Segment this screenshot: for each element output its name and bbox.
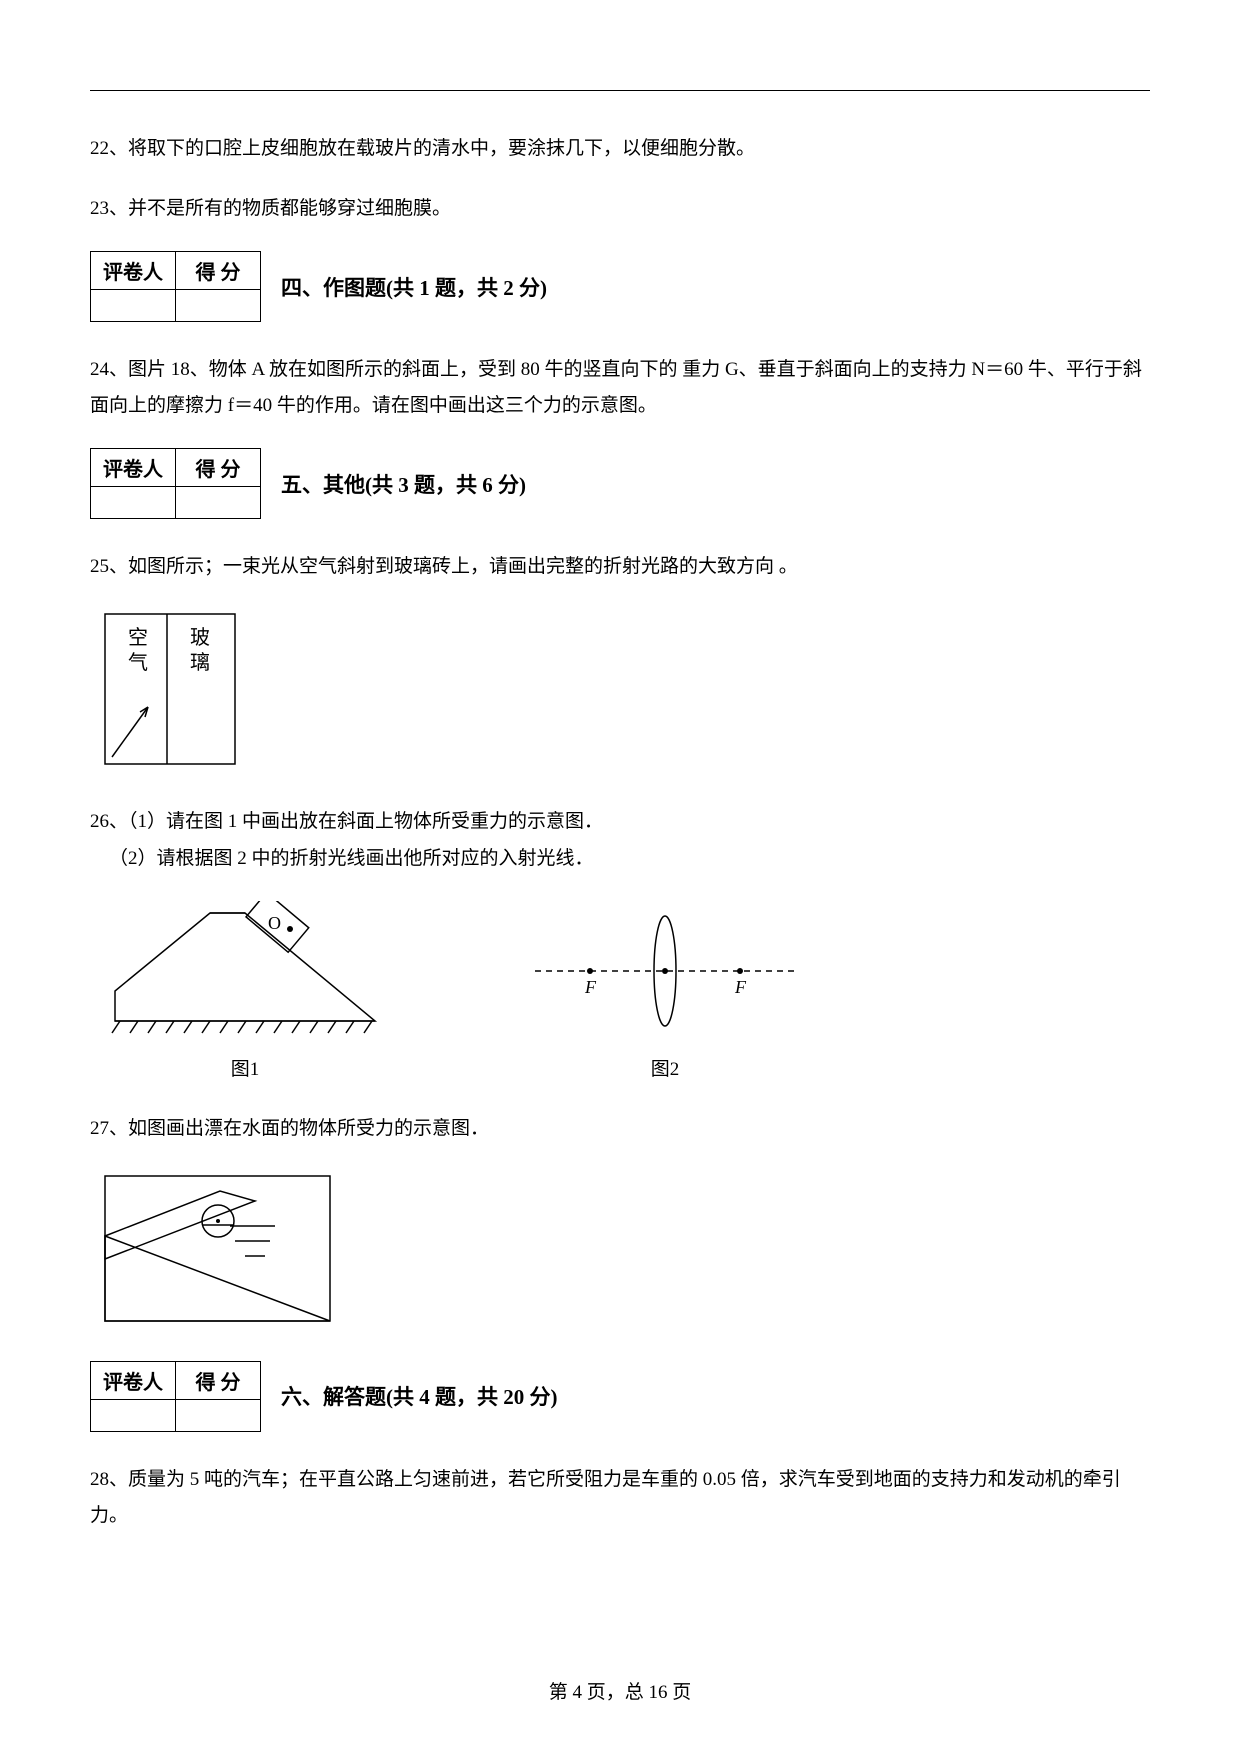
- score-table: 评卷人 得 分: [90, 1361, 261, 1432]
- figure-caption: 图1: [110, 1054, 380, 1081]
- score-value-cell[interactable]: [176, 487, 261, 519]
- air-label-1: 空: [128, 626, 148, 649]
- lens-svg: F F: [530, 911, 800, 1041]
- score-col-score: 得 分: [176, 252, 261, 290]
- figure-26-row: O: [110, 901, 1150, 1081]
- question-text: 将取下的口腔上皮细胞放在载玻片的清水中，要涂抹几下，以便细胞分散。: [128, 138, 755, 159]
- score-value-cell[interactable]: [176, 290, 261, 322]
- glass-label-1: 玻: [190, 626, 210, 649]
- section-title: 五、其他(共 3 题，共 6 分): [281, 469, 526, 499]
- question-text: 质量为 5 吨的汽车；在平直公路上匀速前进，若它所受阻力是车重的 0.05 倍，…: [90, 1469, 1121, 1526]
- footer-mid: 页，总: [582, 1682, 649, 1703]
- score-table: 评卷人 得 分: [90, 448, 261, 519]
- question-number: 24: [90, 359, 109, 380]
- incline-svg: O: [110, 901, 380, 1041]
- question-text: 并不是所有的物质都能够穿过细胞膜。: [128, 198, 451, 219]
- score-col-score: 得 分: [176, 1361, 261, 1399]
- figure-float: [100, 1171, 1150, 1331]
- section-6-header: 评卷人 得 分 六、解答题(共 4 题，共 20 分): [90, 1361, 1150, 1432]
- refraction-svg: 空 气 玻 璃: [100, 609, 240, 769]
- figure-caption: 图2: [530, 1054, 800, 1081]
- question-number: 27: [90, 1118, 109, 1139]
- question-number: 23: [90, 198, 109, 219]
- question-number: 22: [90, 138, 109, 159]
- figure-incline: O: [110, 901, 380, 1081]
- score-grader-cell[interactable]: [91, 487, 176, 519]
- footer-current: 4: [572, 1682, 582, 1703]
- question-23: 23、并不是所有的物质都能够穿过细胞膜。: [90, 191, 1150, 227]
- section-5-header: 评卷人 得 分 五、其他(共 3 题，共 6 分): [90, 448, 1150, 519]
- question-number: 26: [90, 811, 109, 832]
- dot-label: O: [268, 913, 281, 933]
- footer-suffix: 页: [668, 1682, 692, 1703]
- question-28: 28、质量为 5 吨的汽车；在平直公路上匀速前进，若它所受阻力是车重的 0.05…: [90, 1462, 1150, 1534]
- question-25: 25、如图所示；一束光从空气斜射到玻璃砖上，请画出完整的折射光路的大致方向 。: [90, 549, 1150, 585]
- score-col-grader: 评卷人: [91, 1361, 176, 1399]
- footer-total: 16: [649, 1682, 668, 1703]
- question-22: 22、将取下的口腔上皮细胞放在载玻片的清水中，要涂抹几下，以便细胞分散。: [90, 131, 1150, 167]
- score-col-score: 得 分: [176, 449, 261, 487]
- score-grader-cell[interactable]: [91, 1399, 176, 1431]
- question-number: 28: [90, 1469, 109, 1490]
- question-text: 如图所示；一束光从空气斜射到玻璃砖上，请画出完整的折射光路的大致方向 。: [128, 556, 798, 577]
- glass-label-2: 璃: [190, 651, 210, 674]
- figure-refraction: 空 气 玻 璃: [100, 609, 1150, 774]
- score-grader-cell[interactable]: [91, 290, 176, 322]
- score-value-cell[interactable]: [176, 1399, 261, 1431]
- float-svg: [100, 1171, 335, 1326]
- footer-prefix: 第: [549, 1682, 573, 1703]
- question-text: 图片 18、物体 A 放在如图所示的斜面上，受到 80 牛的竖直向下的 重力 G…: [90, 359, 1142, 416]
- question-text: 如图画出漂在水面的物体所受力的示意图．: [128, 1118, 489, 1139]
- question-27: 27、如图画出漂在水面的物体所受力的示意图．: [90, 1111, 1150, 1147]
- score-col-grader: 评卷人: [91, 252, 176, 290]
- air-label-2: 气: [128, 651, 148, 674]
- f-right-label: F: [734, 977, 747, 997]
- section-4-header: 评卷人 得 分 四、作图题(共 1 题，共 2 分): [90, 251, 1150, 322]
- question-24: 24、图片 18、物体 A 放在如图所示的斜面上，受到 80 牛的竖直向下的 重…: [90, 352, 1150, 424]
- question-number: 25: [90, 556, 109, 577]
- score-col-grader: 评卷人: [91, 449, 176, 487]
- f-left-label: F: [584, 977, 597, 997]
- score-table: 评卷人 得 分: [90, 251, 261, 322]
- page-footer: 第 4 页，总 16 页: [0, 1677, 1240, 1704]
- figure-lens: F F 图2: [530, 911, 800, 1081]
- question-26: 26、（1）请在图 1 中画出放在斜面上物体所受重力的示意图． （2）请根据图 …: [90, 804, 1150, 876]
- question-text-part1: （1）请在图 1 中画出放在斜面上物体所受重力的示意图．: [128, 811, 603, 832]
- section-title: 六、解答题(共 4 题，共 20 分): [281, 1381, 558, 1411]
- question-text-part2: （2）请根据图 2 中的折射光线画出他所对应的入射光线．: [109, 848, 594, 869]
- section-title: 四、作图题(共 1 题，共 2 分): [281, 272, 547, 302]
